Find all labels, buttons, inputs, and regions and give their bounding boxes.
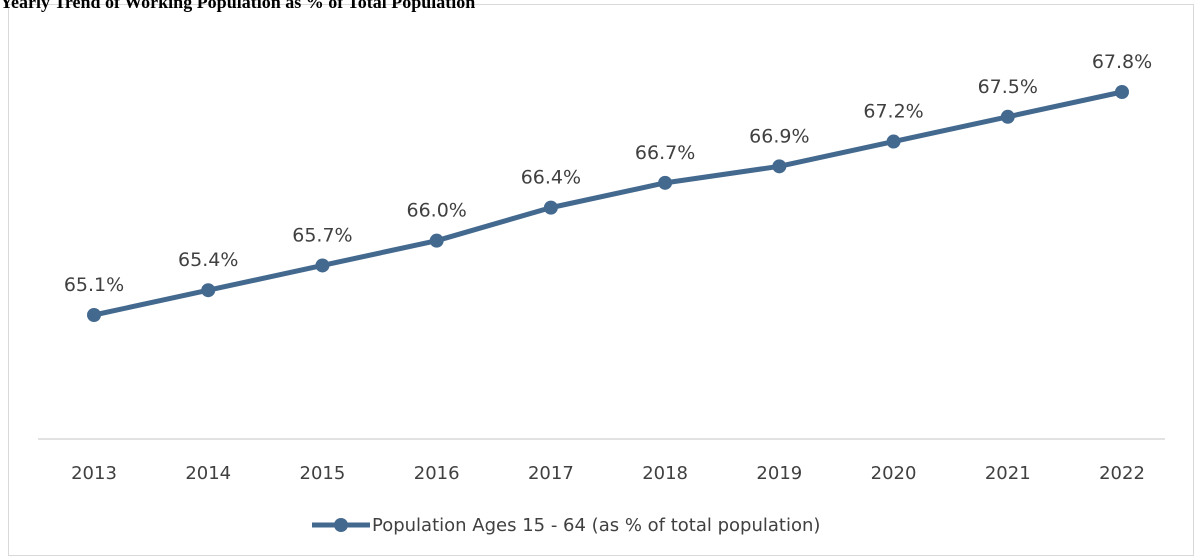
data-label: 67.8%	[1092, 51, 1152, 73]
data-label: 65.1%	[64, 274, 124, 296]
data-point	[1115, 85, 1129, 99]
data-label: 66.4%	[521, 167, 581, 189]
series-layer	[87, 85, 1129, 322]
legend-label: Population Ages 15 - 64 (as % of total p…	[372, 515, 820, 536]
data-label: 66.0%	[406, 200, 466, 222]
x-tick-label: 2017	[528, 463, 574, 484]
data-point	[315, 258, 330, 273]
data-label: 66.9%	[749, 125, 809, 147]
data-point	[543, 200, 558, 215]
data-point	[886, 134, 901, 149]
data-point	[772, 159, 787, 174]
data-point	[1000, 109, 1015, 124]
data-label: 67.2%	[863, 101, 923, 123]
data-label: 66.7%	[635, 142, 695, 164]
data-point	[658, 175, 673, 190]
data-label: 65.4%	[178, 249, 238, 271]
series-line	[91, 89, 1125, 318]
data-point	[429, 233, 444, 248]
data-label: 65.7%	[292, 224, 352, 246]
legend: Population Ages 15 - 64 (as % of total p…	[312, 515, 820, 536]
data-labels: 65.1% 65.4% 65.7% 66.0% 66.4% 66.7% 66.9% 67.2%…	[64, 51, 1152, 296]
x-tick-label: 2018	[642, 463, 688, 484]
x-tick-label: 2015	[300, 463, 346, 484]
x-tick-label: 2014	[185, 463, 231, 484]
data-point	[87, 308, 101, 322]
data-label: 67.5%	[978, 76, 1038, 98]
chart-frame	[8, 4, 1194, 556]
x-tick-label: 2019	[756, 463, 802, 484]
x-tick-label: 2020	[871, 463, 917, 484]
x-tick-label: 2016	[414, 463, 460, 484]
x-tick-label: 2021	[985, 463, 1031, 484]
legend-point-marker	[334, 518, 348, 532]
x-tick-label: 2022	[1099, 463, 1145, 484]
chart-title: Yearly Trend of Working Population as % …	[0, 0, 476, 12]
data-point	[201, 283, 216, 298]
x-tick-labels: 2013 2014 2015 2016 2017 2018 2019 2020 2021 2022	[71, 463, 1145, 484]
x-tick-label: 2013	[71, 463, 117, 484]
